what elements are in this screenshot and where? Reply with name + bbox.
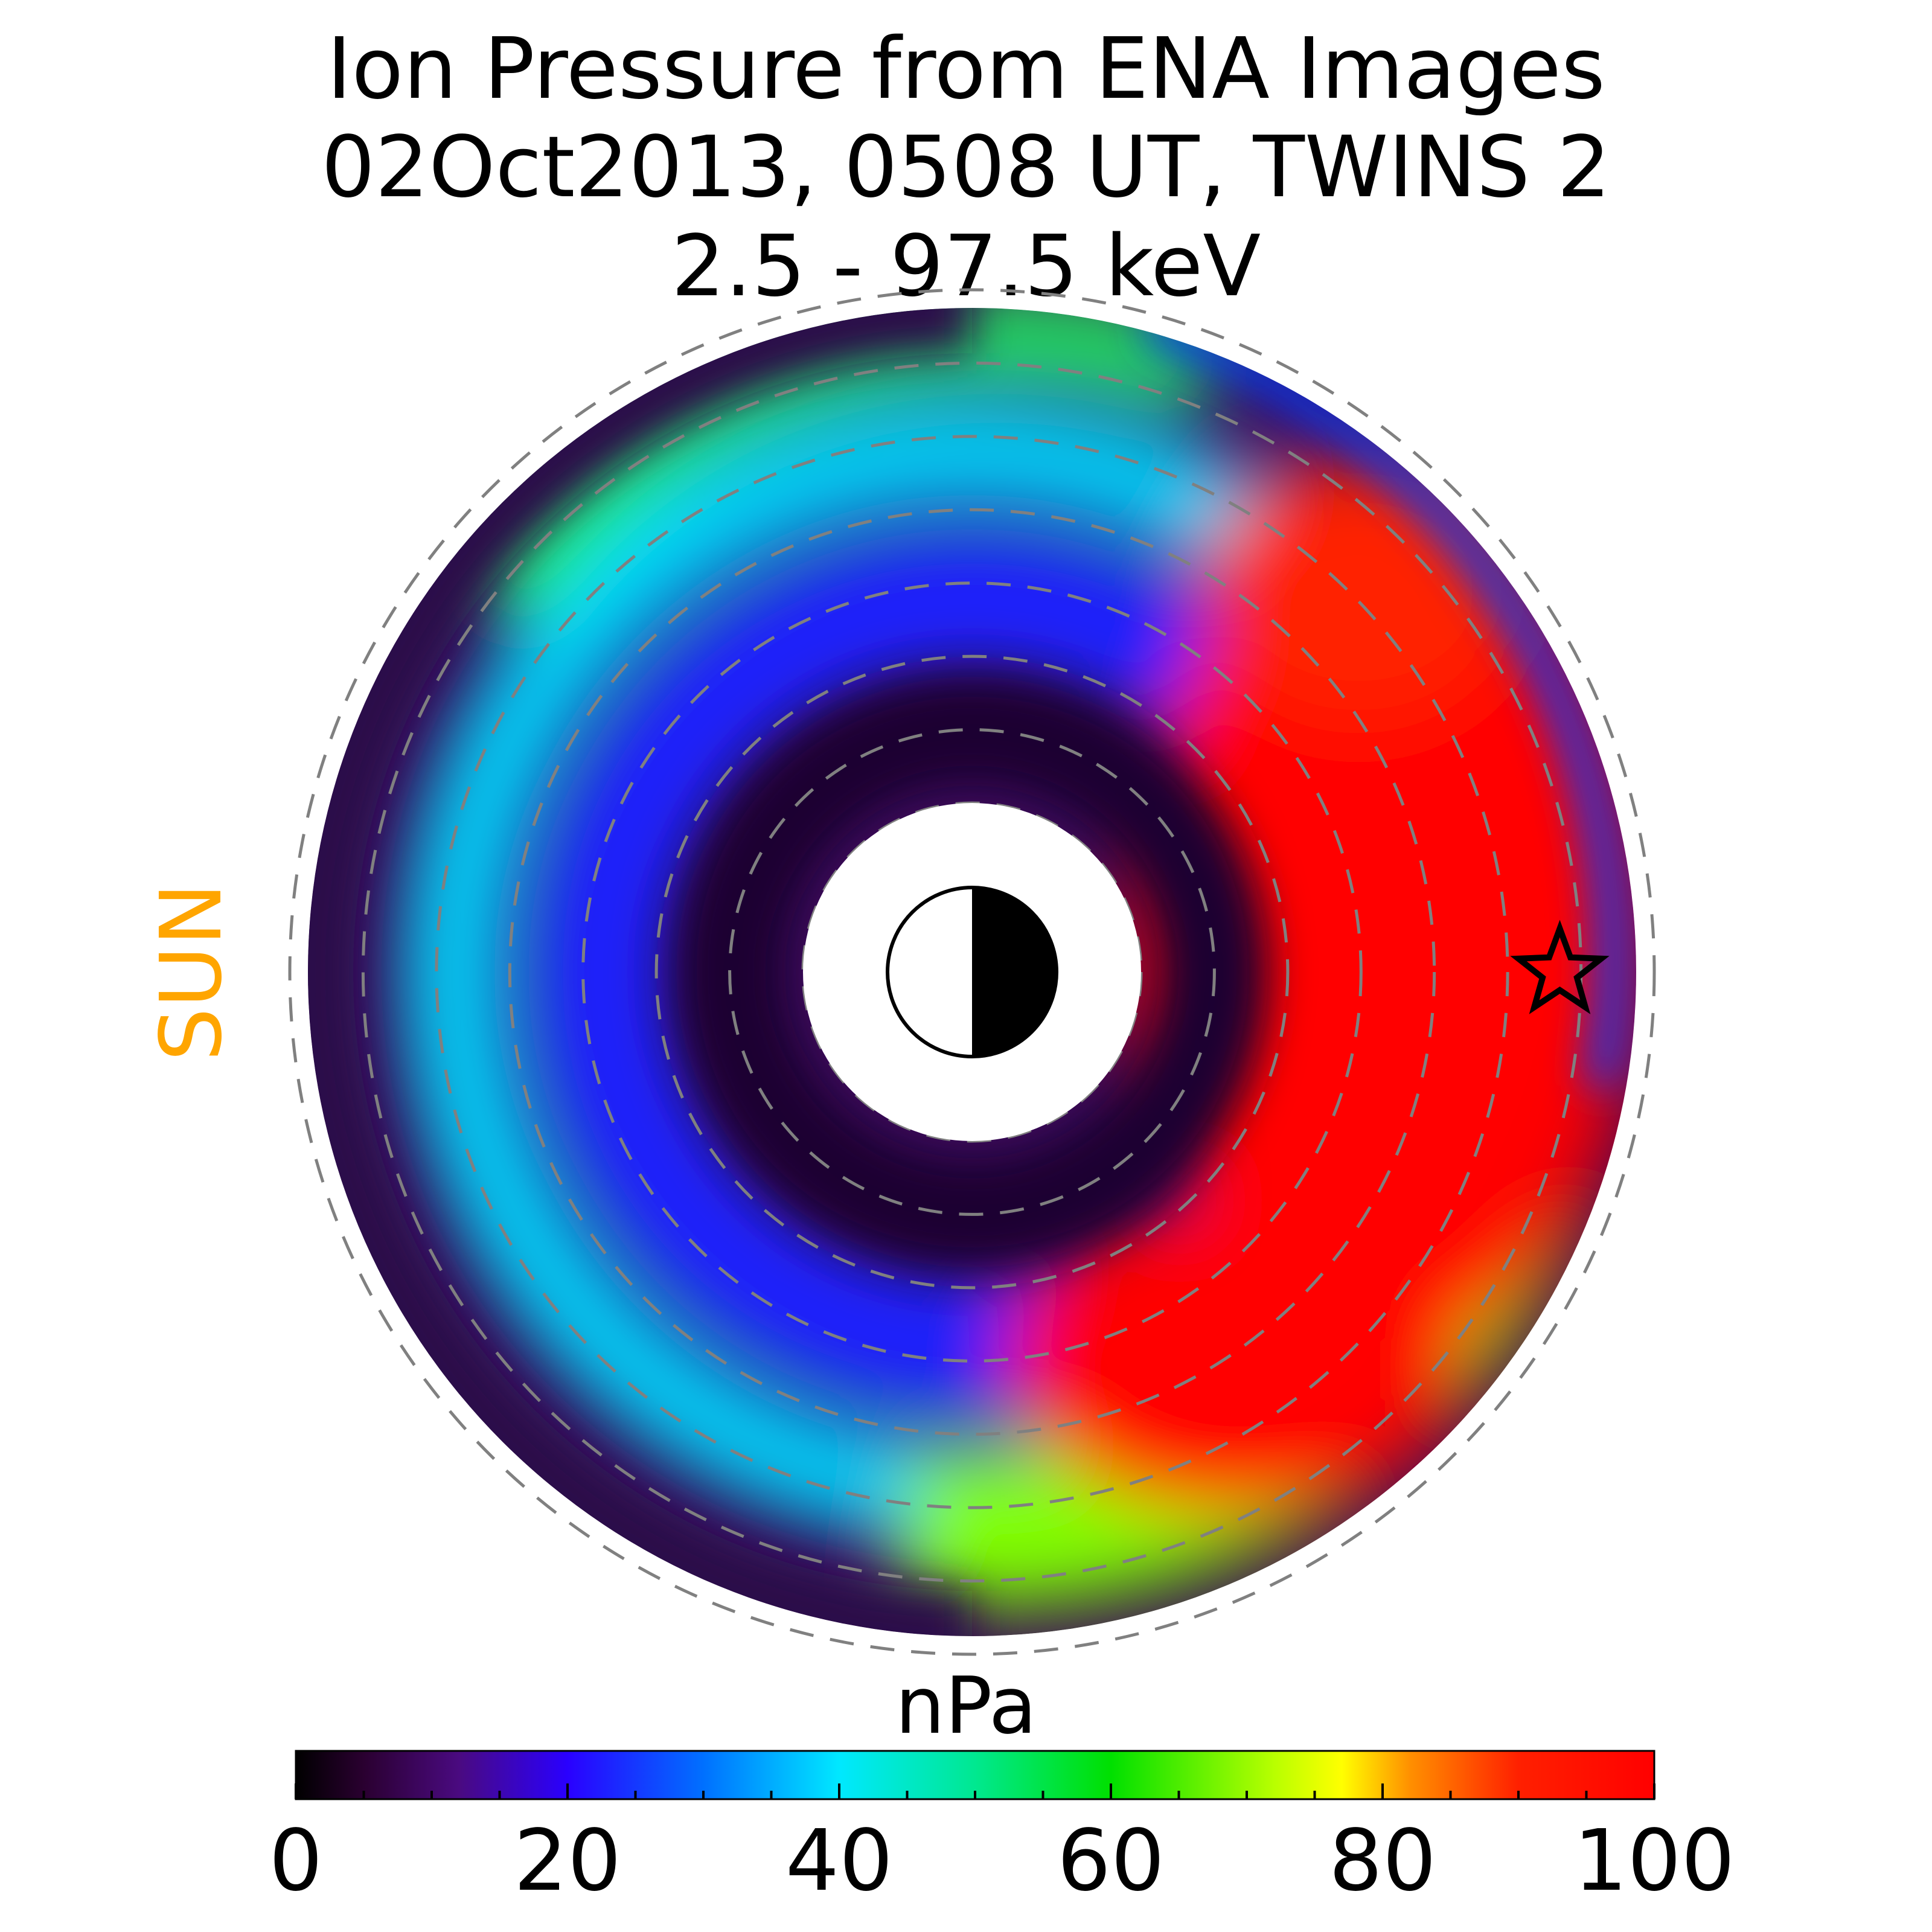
- distance-ring: [581, 581, 1363, 1363]
- colorbar-label: nPa: [895, 1660, 1037, 1751]
- chart-title-line-3: 2.5 - 97.5 keV: [671, 217, 1261, 316]
- planet-outline: [886, 886, 1058, 1058]
- distance-ring: [508, 508, 1436, 1436]
- field-edge: [308, 308, 1628, 1636]
- chart-title-line-1: Ion Pressure from ENA Images: [327, 20, 1605, 118]
- region-red-lower: [1008, 1201, 1467, 1515]
- distance-rings: [288, 288, 1656, 1656]
- chart-title-line-2: 02Oct2013, 0508 UT, TWINS 2: [321, 118, 1611, 217]
- planet-night-side: [972, 888, 1057, 1057]
- region-red-upper: [1201, 459, 1515, 724]
- region-red: [1135, 513, 1636, 1358]
- distance-ring: [288, 288, 1656, 1656]
- edge-right-rim: [1142, 312, 1628, 1090]
- planet-symbol: [803, 803, 1141, 1141]
- edge-left: [308, 308, 973, 1636]
- planet-day-side: [888, 888, 972, 1057]
- distance-ring: [435, 435, 1509, 1509]
- pressure-field: [308, 308, 1636, 1636]
- spacecraft-marker: [1510, 920, 1610, 1014]
- distance-ring: [728, 728, 1216, 1216]
- star-marker: [1510, 920, 1610, 1014]
- distance-ring: [654, 654, 1290, 1290]
